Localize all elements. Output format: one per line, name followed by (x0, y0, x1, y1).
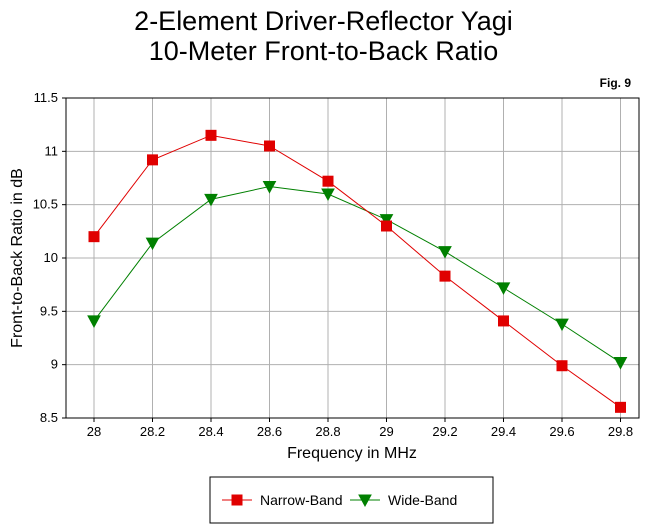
data-point-wide-band (438, 246, 452, 259)
x-axis: 28 28.2 28.4 28.6 28.8 29 29.2 29.4 29.6 29.8 (87, 418, 633, 439)
data-point-narrow-band (88, 231, 100, 243)
data-point-narrow-band (147, 154, 158, 166)
x-tick-label: 29.4 (491, 424, 516, 439)
legend-item-wide-band: Wide-Band (350, 492, 457, 508)
x-axis-title: Frequency in MHz (287, 445, 417, 462)
data-point-wide-band (555, 318, 569, 332)
y-tick-label: 9 (51, 357, 58, 372)
data-point-narrow-band (264, 140, 275, 152)
legend-marker-wide-band (358, 494, 372, 508)
data-point-narrow-band (439, 270, 451, 282)
series-line-wide-band (93, 186, 621, 363)
chart-title: 2-Element Driver-Reflector Yagi (134, 6, 513, 36)
chart-subtitle: 10-Meter Front-to-Back Ratio (148, 36, 499, 66)
series-wide-band (87, 181, 628, 370)
y-tick-label: 9.5 (40, 303, 58, 318)
legend-label: Wide-Band (388, 492, 457, 508)
y-tick-label: 11 (45, 143, 59, 158)
x-tick-label: 28 (87, 424, 101, 439)
y-tick-label: 10 (44, 250, 58, 265)
data-point-narrow-band (205, 129, 217, 141)
x-tick-label: 28.6 (257, 424, 282, 439)
figure-label: Fig. 9 (599, 76, 631, 90)
y-axis-title: Front-to-Back Ratio in dB (9, 168, 26, 348)
y-axis: 11.5 11 10.5 10 9.5 9 8.5 (33, 90, 66, 425)
data-point-narrow-band (381, 220, 392, 232)
data-point-wide-band (204, 193, 218, 207)
x-tick-label: 29.8 (608, 424, 633, 439)
x-tick-label: 28.2 (140, 424, 165, 439)
x-tick-label: 28.8 (315, 424, 340, 439)
x-tick-label: 29.2 (432, 424, 457, 439)
legend: Narrow-Band Wide-Band (209, 476, 494, 524)
data-point-wide-band (496, 282, 511, 295)
y-tick-label: 10.5 (33, 197, 58, 212)
legend-label: Narrow-Band (260, 492, 342, 508)
data-point-wide-band (87, 315, 101, 328)
series-group (87, 129, 628, 413)
data-point-narrow-band (322, 175, 334, 187)
series-line-narrow-band (93, 134, 621, 408)
data-point-narrow-band (556, 360, 568, 372)
data-point-wide-band (613, 357, 628, 370)
x-tick-label: 28.4 (198, 424, 223, 439)
data-point-wide-band (145, 237, 160, 251)
data-point-wide-band (379, 214, 394, 227)
y-tick-label: 11.5 (34, 90, 58, 105)
data-point-narrow-band (498, 315, 509, 327)
legend-item-narrow-band: Narrow-Band (222, 492, 342, 508)
y-tick-label: 8.5 (40, 410, 58, 425)
data-point-narrow-band (615, 401, 626, 413)
x-tick-label: 29 (379, 424, 393, 439)
x-tick-label: 29.6 (549, 424, 574, 439)
data-point-wide-band (321, 188, 335, 202)
data-point-wide-band (262, 181, 277, 194)
series-narrow-band (88, 129, 626, 413)
legend-marker-narrow-band (231, 494, 243, 506)
